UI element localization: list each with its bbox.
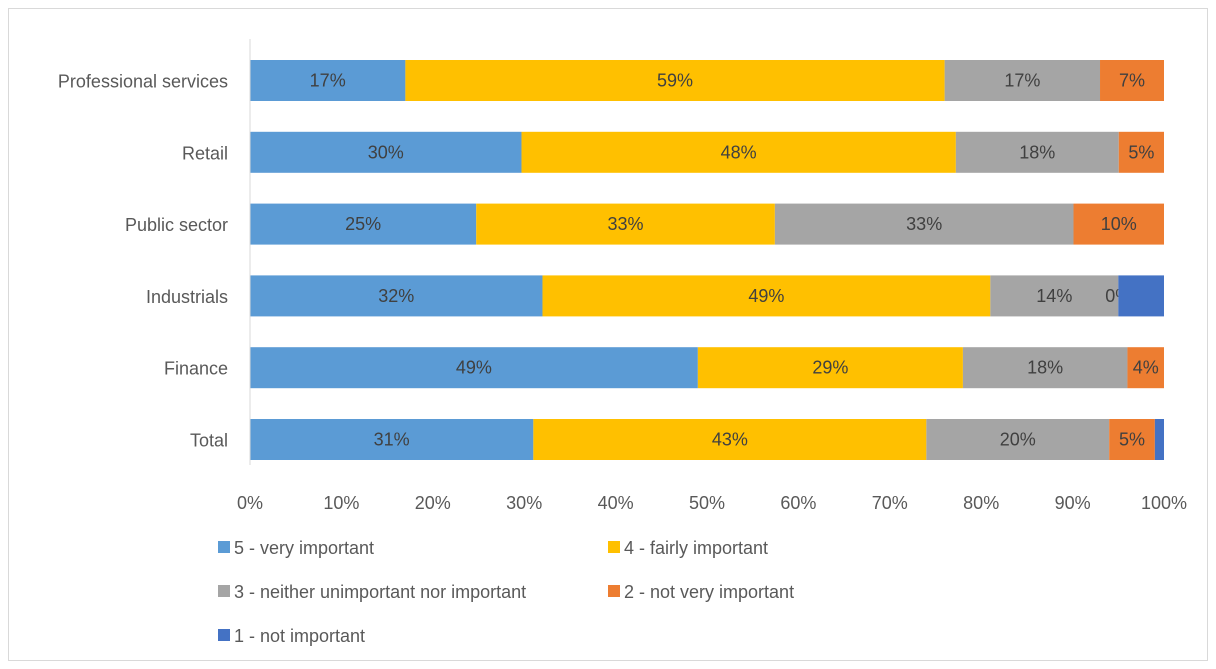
bars-layer: 17% 59% 17% 7% 30% 48% 18% 5% 25% 33% 33% 10% 32% 49%… (250, 60, 1164, 460)
data-label: 25% (345, 214, 381, 234)
data-label: 18% (1027, 358, 1063, 378)
legend-label: 2 - not very important (624, 582, 794, 602)
category-label: Total (190, 431, 228, 451)
bar-segment (990, 275, 1119, 317)
bar-segment (955, 131, 1119, 173)
bar-segment (1109, 419, 1155, 460)
data-label: 17% (310, 71, 346, 91)
bar-segment (944, 60, 1101, 101)
data-label: 49% (456, 358, 492, 378)
data-label: 4% (1133, 358, 1159, 378)
bar-segment (250, 419, 534, 460)
bar-segment (405, 60, 945, 101)
bar-segment (250, 60, 406, 101)
bar-segment (250, 275, 543, 317)
category-label: Professional services (58, 72, 228, 92)
bar-segment (1127, 347, 1164, 389)
legend: 5 - very important 4 - fairly important 3 … (218, 538, 794, 646)
legend-swatch (218, 629, 230, 641)
data-label: 43% (712, 430, 748, 450)
legend-label: 4 - fairly important (624, 538, 768, 558)
legend-label: 3 - neither unimportant nor important (234, 582, 526, 602)
bar-segment (1100, 60, 1164, 101)
bar-segment (542, 275, 991, 317)
tick-label: 30% (506, 493, 542, 513)
category-axis: Professional services Retail Public sector… (58, 72, 228, 451)
chart-frame: 17% 59% 17% 7% 30% 48% 18% 5% 25% 33% 33% 10% 32% 49%… (8, 8, 1208, 661)
data-label: 7% (1119, 71, 1145, 91)
legend-swatch (608, 585, 620, 597)
tick-label: 10% (323, 493, 359, 513)
bar-segment (250, 347, 698, 389)
tick-label: 70% (872, 493, 908, 513)
tick-label: 50% (689, 493, 725, 513)
bar-segment (1154, 419, 1164, 460)
data-label: 48% (721, 142, 757, 162)
data-label: 14% (1036, 286, 1072, 306)
category-label: Retail (182, 143, 228, 163)
legend-swatch (608, 541, 620, 553)
tick-label: 20% (415, 493, 451, 513)
category-label: Industrials (146, 287, 228, 307)
bar-segment (774, 203, 1074, 245)
bar-segment (476, 203, 775, 245)
bar-segment (926, 419, 1110, 460)
tick-label: 100% (1141, 493, 1187, 513)
tick-label: 80% (963, 493, 999, 513)
stacked-bar-chart: 17% 59% 17% 7% 30% 48% 18% 5% 25% 33% 33% 10% 32% 49%… (58, 39, 1187, 646)
bar-segment (533, 419, 927, 460)
bar-segment (250, 203, 477, 245)
data-label: 17% (1004, 71, 1040, 91)
bar-segment (697, 347, 963, 389)
data-label: 32% (378, 286, 414, 306)
data-label: 5% (1128, 142, 1154, 162)
legend-swatch (218, 541, 230, 553)
data-label: 33% (608, 214, 644, 234)
data-label: 59% (657, 71, 693, 91)
bar-segment (250, 131, 522, 173)
data-label: 10% (1101, 214, 1137, 234)
bar-segment (1118, 275, 1164, 317)
data-label: 33% (906, 214, 942, 234)
tick-label: 40% (598, 493, 634, 513)
bar-segment (521, 131, 956, 173)
data-label: 30% (368, 142, 404, 162)
tick-label: 0% (237, 493, 263, 513)
category-label: Finance (164, 359, 228, 379)
tick-label: 60% (780, 493, 816, 513)
bar-segment (1118, 131, 1164, 173)
tick-label: 90% (1055, 493, 1091, 513)
bar-segment (962, 347, 1128, 389)
legend-label: 5 - very important (234, 538, 374, 558)
bar-segment (1073, 203, 1164, 245)
legend-label: 1 - not important (234, 626, 365, 646)
data-label: 31% (374, 430, 410, 450)
data-label: 29% (812, 358, 848, 378)
data-label: 18% (1019, 142, 1055, 162)
data-label: 5% (1119, 430, 1145, 450)
data-label: 49% (748, 286, 784, 306)
category-label: Public sector (125, 215, 228, 235)
data-label: 20% (1000, 430, 1036, 450)
legend-swatch (218, 585, 230, 597)
value-axis-ticks: 0% 10% 20% 30% 40% 50% 60% 70% 80% 90% 100% (237, 493, 1187, 513)
